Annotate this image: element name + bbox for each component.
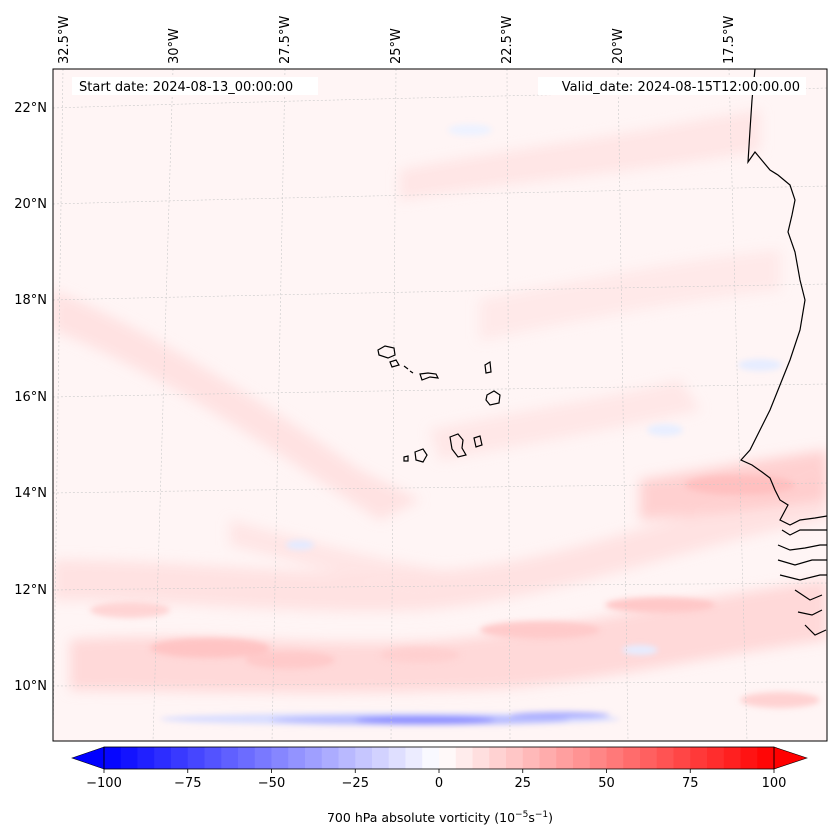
lat-label: 16°N — [14, 390, 47, 405]
lat-label: 12°N — [14, 583, 47, 598]
colorbar-label: 700 hPa absolute vorticity (10−5s−1) — [327, 810, 553, 825]
colorbar-swatch — [506, 747, 524, 769]
colorbar-swatch — [723, 747, 742, 769]
colorbar: −100 −75 −50 −25 0 25 50 75 100 700 hPa absolute… — [71, 746, 808, 825]
colorbar-swatch — [472, 747, 490, 769]
cape-verde-islands — [377, 345, 501, 463]
colorbar-extend-min-arrow — [71, 746, 105, 770]
valid-date-box — [538, 77, 806, 95]
colorbar-tick-label: −50 — [258, 776, 285, 791]
lat-label: 18°N — [14, 293, 47, 308]
colorbar-swatch — [455, 747, 474, 769]
colorbar-swatch — [388, 747, 407, 769]
colorbar-swatch — [623, 747, 641, 769]
colorbar-swatch — [221, 747, 239, 769]
colorbar-swatch — [740, 747, 758, 769]
colorbar-swatch — [187, 747, 206, 769]
valid-date-label: Valid_date: 2024-08-15T12:00:00.00 — [562, 80, 800, 95]
colorbar-ticks: −100 −75 −50 −25 0 25 50 75 100 — [86, 769, 786, 791]
colorbar-swatch — [271, 747, 289, 769]
latitude-labels: 22°N 20°N 18°N 16°N 14°N 12°N 10°N — [14, 101, 47, 694]
lon-label: 32.5°W — [57, 16, 72, 64]
map-frame — [52, 68, 828, 742]
colorbar-tick-label: −100 — [86, 776, 122, 791]
colorbar-swatch — [154, 747, 172, 769]
colorbar-swatch — [489, 747, 507, 769]
colorbar-swatch — [238, 747, 256, 769]
colorbar-swatch — [372, 747, 390, 769]
colorbar-swatch — [405, 747, 423, 769]
colorbar-swatch — [573, 747, 591, 769]
colorbar-swatch — [606, 747, 624, 769]
colorbar-swatch — [204, 747, 222, 769]
colorbar-swatch — [589, 747, 608, 769]
colorbar-swatch — [137, 747, 155, 769]
lat-label: 14°N — [14, 486, 47, 501]
colorbar-swatch — [539, 747, 557, 769]
colorbar-swatch — [656, 747, 675, 769]
colorbar-swatch — [757, 747, 775, 769]
colorbar-swatch — [355, 747, 373, 769]
colorbar-swatch — [120, 747, 139, 769]
colorbar-swatch — [556, 747, 574, 769]
colorbar-tick-label: 50 — [598, 776, 615, 791]
africa-coastline — [740, 69, 827, 526]
lon-label: 27.5°W — [278, 16, 293, 64]
colorbar-tick-label: −75 — [174, 776, 201, 791]
colorbar-tick-label: 75 — [682, 776, 699, 791]
lon-label: 30°W — [167, 28, 182, 64]
colorbar-swatch — [640, 747, 658, 769]
map-panel: Start date: 2024-08-13_00:00:00 Valid_da… — [53, 69, 827, 741]
colorbar-tick-label: −25 — [342, 776, 369, 791]
colorbar-swatch — [439, 747, 457, 769]
colorbar-swatch — [305, 747, 323, 769]
start-date-label: Start date: 2024-08-13_00:00:00 — [79, 80, 293, 95]
colorbar-swatch — [690, 747, 708, 769]
colorbar-swatch — [254, 747, 273, 769]
colorbar-swatch — [104, 747, 122, 769]
colorbar-swatch — [522, 747, 541, 769]
colorbar-swatch — [707, 747, 725, 769]
colorbar-swatch — [321, 747, 340, 769]
lon-label: 17.5°W — [722, 16, 737, 64]
colorbar-swatch — [673, 747, 691, 769]
lat-label: 10°N — [14, 679, 47, 694]
start-date-box — [72, 77, 318, 95]
colorbar-tick-label: 25 — [514, 776, 531, 791]
lat-label: 20°N — [14, 197, 47, 212]
colorbar-tick-label: 100 — [762, 776, 787, 791]
colorbar-extend-max-arrow — [773, 746, 808, 770]
vorticity-field — [53, 110, 827, 725]
colorbar-swatch — [422, 747, 440, 769]
colorbar-swatch — [338, 747, 356, 769]
lon-label: 25°W — [389, 28, 404, 64]
lon-label: 20°W — [611, 28, 626, 64]
longitude-labels: 32.5°W 30°W 27.5°W 25°W 22.5°W 20°W 17.5… — [57, 16, 737, 64]
lat-label: 22°N — [14, 101, 47, 116]
colorbar-tick-label: 0 — [435, 776, 443, 791]
colorbar-swatch — [171, 747, 189, 769]
lon-label: 22.5°W — [500, 16, 515, 64]
colorbar-swatch — [288, 747, 306, 769]
coastlines — [377, 69, 827, 636]
colorbar-swatches — [104, 747, 775, 769]
